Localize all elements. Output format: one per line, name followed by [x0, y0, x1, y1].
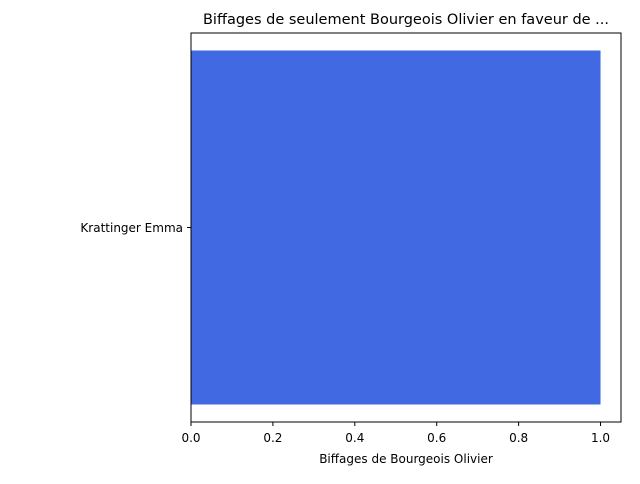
x-tick-label: 0.2 [263, 431, 282, 445]
x-tick-label: 0.8 [509, 431, 528, 445]
plot-frame [190, 32, 622, 423]
chart-title: Biffages de seulement Bourgeois Olivier … [203, 12, 609, 28]
x-tick-label: 1.0 [591, 431, 610, 445]
bar-krattinger-emma [191, 50, 601, 405]
x-axis-label: Biffages de Bourgeois Olivier [319, 452, 493, 466]
x-tick-label: 0.0 [181, 431, 200, 445]
x-tick-label: 0.6 [427, 431, 446, 445]
y-tick-label: Krattinger Emma [80, 221, 183, 235]
x-tick-label: 0.4 [345, 431, 364, 445]
plot-area: Krattinger Emma 0.0 0.2 0.4 0.6 0.8 1.0 [80, 32, 622, 445]
